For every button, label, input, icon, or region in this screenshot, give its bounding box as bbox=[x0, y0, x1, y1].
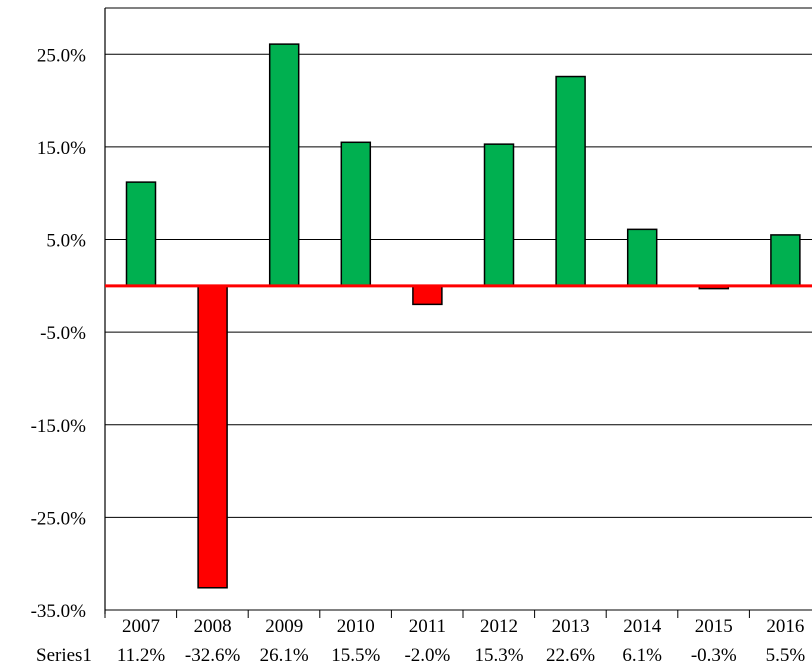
data-label: 15.5% bbox=[331, 645, 380, 666]
bar-2013 bbox=[555, 75, 586, 287]
bar-2011 bbox=[412, 285, 443, 306]
data-label: -2.0% bbox=[404, 645, 450, 666]
x-tick-label: 2008 bbox=[194, 616, 232, 637]
data-label: 15.3% bbox=[474, 645, 523, 666]
bar-2010 bbox=[340, 141, 372, 287]
x-tick-label: 2016 bbox=[766, 616, 804, 637]
y-tick-label: 5.0% bbox=[46, 231, 86, 252]
data-label: 5.5% bbox=[766, 645, 806, 666]
x-tick-label: 2014 bbox=[623, 616, 662, 637]
bar-2014 bbox=[626, 228, 658, 287]
x-tick-label: 2010 bbox=[337, 616, 375, 637]
data-label: 26.1% bbox=[260, 645, 309, 666]
x-tick-label: 2013 bbox=[552, 616, 590, 637]
data-label: 11.2% bbox=[117, 645, 166, 666]
series-name-label: Series1 bbox=[36, 645, 92, 666]
y-tick-label: 15.0% bbox=[37, 138, 86, 159]
x-tick-label: 2015 bbox=[695, 616, 733, 637]
axes bbox=[104, 8, 812, 618]
bar-2016 bbox=[770, 234, 801, 287]
y-tick-label: -25.0% bbox=[31, 508, 87, 529]
data-label: 22.6% bbox=[546, 645, 595, 666]
data-label: -0.3% bbox=[691, 645, 737, 666]
y-tick-label: -35.0% bbox=[31, 601, 87, 622]
x-tick-label: 2011 bbox=[409, 616, 446, 637]
x-tick-label: 2007 bbox=[122, 616, 160, 637]
x-tick-label: 2012 bbox=[480, 616, 518, 637]
bar-2009 bbox=[268, 43, 300, 287]
data-table: 2007 2008 2009 2010 2011 2012 2013 2014 2015 2016… bbox=[36, 616, 805, 666]
data-label: -32.6% bbox=[185, 645, 241, 666]
x-tick-label: 2009 bbox=[265, 616, 303, 637]
bar-2012 bbox=[483, 143, 515, 287]
bars bbox=[125, 43, 801, 589]
data-label: 6.1% bbox=[622, 645, 662, 666]
bar-2008 bbox=[197, 285, 228, 589]
y-tick-labels: 25.0% 15.0% 5.0% -5.0% -15.0% -25.0% -35.0% bbox=[31, 45, 87, 622]
y-tick-label: -5.0% bbox=[40, 323, 86, 344]
bar-2007 bbox=[125, 181, 157, 287]
y-tick-label: 25.0% bbox=[37, 45, 86, 66]
y-tick-label: -15.0% bbox=[31, 416, 87, 437]
